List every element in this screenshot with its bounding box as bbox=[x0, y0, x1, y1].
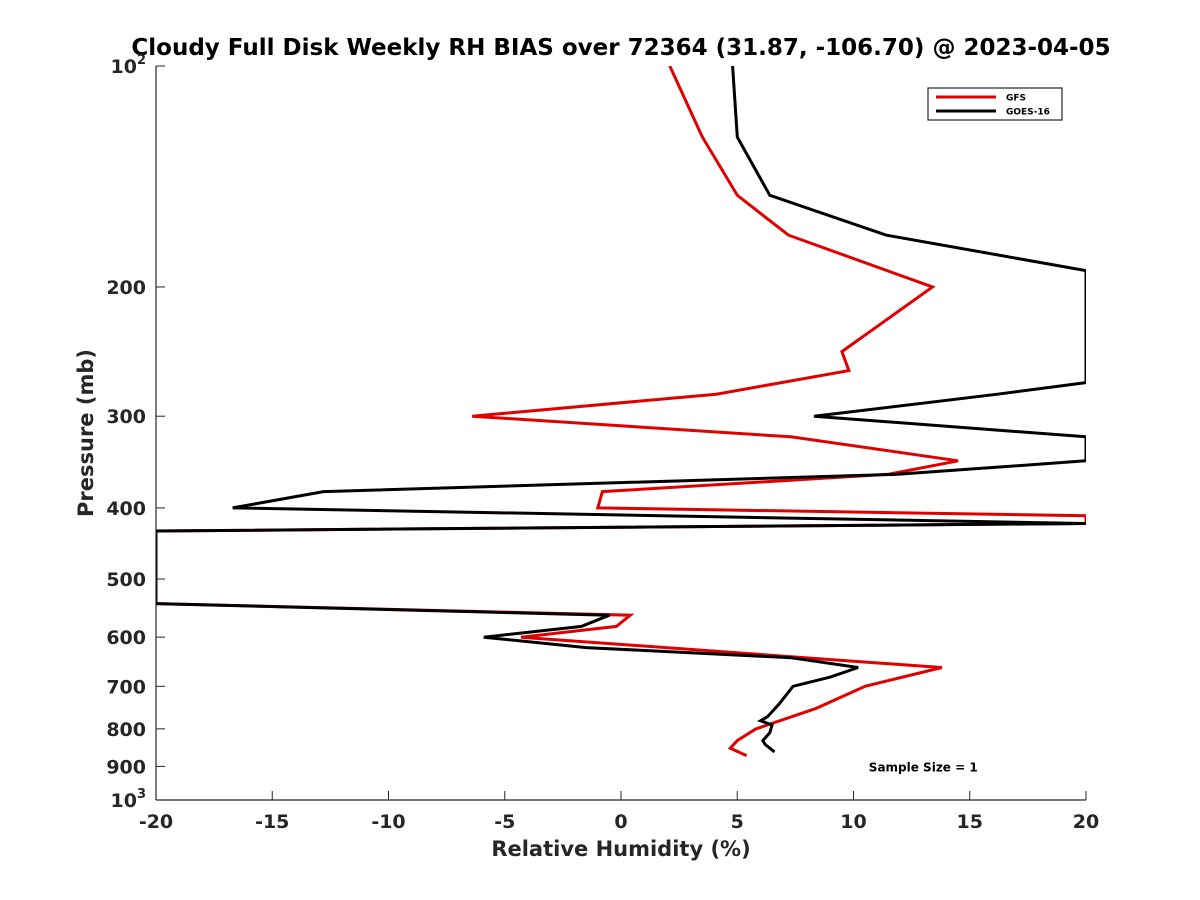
y-tick-label: 800 bbox=[106, 719, 146, 741]
chart-title: Cloudy Full Disk Weekly RH BIAS over 723… bbox=[131, 35, 1110, 61]
x-tick-label: -15 bbox=[255, 811, 289, 833]
x-tick-label: -10 bbox=[371, 811, 405, 833]
y-tick-label: 900 bbox=[106, 756, 146, 778]
y-axis-ticks: 102 200 300 400 500 600 700 800 900 103 bbox=[106, 53, 165, 812]
x-tick-label: 0 bbox=[614, 811, 627, 833]
x-tick-label: 20 bbox=[1073, 811, 1099, 833]
legend-box bbox=[927, 87, 1063, 121]
y-tick-label: 103 bbox=[111, 787, 147, 812]
y-tick-label: 400 bbox=[106, 498, 146, 520]
x-tick-label: 10 bbox=[840, 811, 866, 833]
series-line-gfs bbox=[156, 66, 1086, 757]
x-tick-label: 15 bbox=[957, 811, 983, 833]
y-axis-label: Pressure (mb) bbox=[74, 349, 98, 517]
plot-area bbox=[156, 66, 1086, 757]
y-tick-label: 200 bbox=[106, 277, 146, 299]
legend: GFS GOES-16 bbox=[927, 87, 1063, 121]
y-tick-label: 700 bbox=[106, 676, 146, 698]
y-tick-label: 600 bbox=[106, 627, 146, 649]
x-tick-label: -20 bbox=[139, 811, 173, 833]
series-line-goes-16 bbox=[156, 66, 1086, 754]
x-tick-label: 5 bbox=[731, 811, 744, 833]
y-tick-label: 102 bbox=[111, 53, 147, 78]
y-tick-label: 500 bbox=[106, 569, 146, 591]
sample-size-annotation: Sample Size = 1 bbox=[869, 760, 978, 774]
y-tick-label: 300 bbox=[106, 406, 146, 428]
x-tick-label: -5 bbox=[494, 811, 515, 833]
x-axis-label: Relative Humidity (%) bbox=[491, 837, 750, 861]
legend-label: GFS bbox=[1006, 94, 1026, 104]
legend-label: GOES-16 bbox=[1006, 108, 1050, 118]
annotations: Sample Size = 1 bbox=[869, 760, 978, 774]
x-axis-ticks: -20 -15 -10 -5 0 5 10 15 20 bbox=[139, 791, 1099, 833]
